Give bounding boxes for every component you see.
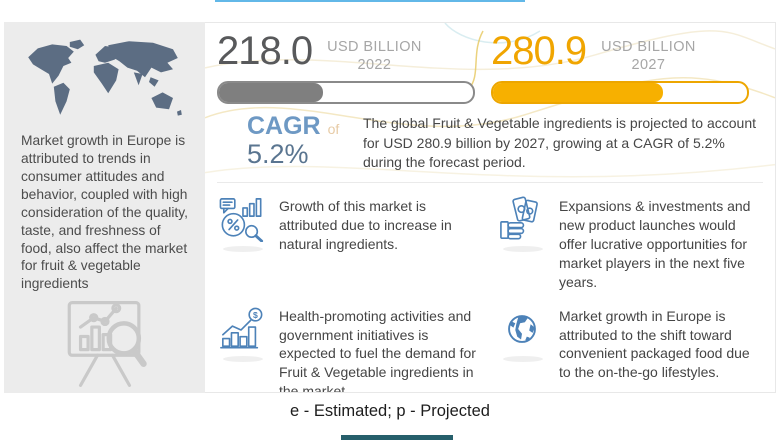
bullet-icon-wrap	[499, 196, 547, 253]
side-panel: Market growth in Europe is attributed to…	[4, 22, 205, 393]
bullet-text: Health-promoting activities and governme…	[279, 307, 476, 393]
icon-shadow	[223, 355, 263, 362]
icon-shadow	[503, 355, 543, 362]
bullet-icon-wrap	[219, 196, 267, 253]
icon-shadow	[223, 246, 263, 253]
content-frame: Market growth in Europe is attributed to…	[4, 22, 776, 393]
bullet-text: Expansions & investments and new product…	[559, 198, 751, 290]
bullets-grid: Growth of this market is attributed due …	[217, 183, 765, 393]
market-analysis-icon	[219, 198, 264, 243]
progress-fill-2027	[493, 83, 664, 103]
stats-row: 218.0 USD BILLION 2022 280.9 USD	[217, 27, 765, 105]
year-label: 2022	[357, 57, 392, 74]
decorative-contour-lines	[205, 23, 775, 178]
bullet-icon-wrap: $	[219, 306, 267, 362]
cagr-row: CAGR of 5.2% The global Fruit & Vegetabl…	[217, 113, 765, 172]
bullet-icon-wrap	[499, 306, 547, 362]
stat-2022: 218.0 USD BILLION 2022	[217, 27, 491, 105]
bullet-text: Growth of this market is attributed due …	[279, 198, 452, 252]
market-summary: The global Fruit & Vegetable ingredients…	[363, 115, 757, 170]
progress-fill-2022	[219, 83, 324, 103]
footer-note: e - Estimated; p - Projected	[290, 402, 490, 420]
market-value-2022: 218.0	[217, 29, 313, 73]
cagr-block: CAGR of 5.2%	[247, 113, 353, 172]
side-panel-text: Market growth in Europe is attributed to…	[21, 133, 188, 292]
unit-label: USD BILLION	[327, 39, 422, 55]
globe-icon	[508, 314, 536, 343]
main-inner: 218.0 USD BILLION 2022 280.9 USD	[205, 23, 775, 393]
cagr-label: CAGR	[247, 112, 321, 141]
world-map-icon	[27, 39, 182, 116]
bullet-europe-growth: Market growth in Europe is attributed to…	[499, 306, 763, 392]
unit-label: USD BILLION	[601, 39, 696, 55]
bullet-health-promoting: $ Health-promoting activities and govern…	[219, 306, 483, 393]
main-panel: 218.0 USD BILLION 2022 280.9 USD	[205, 22, 776, 393]
icon-shadow	[503, 246, 543, 253]
top-accent-line	[215, 0, 525, 2]
bullet-expansions-investments: Expansions & investments and new product…	[499, 196, 763, 291]
cagr-value: 5.2%	[247, 138, 309, 169]
stat-2027: 280.9 USD BILLION 2027	[491, 27, 765, 105]
market-value-2027: 280.9	[491, 29, 587, 73]
progress-bar-2022	[217, 81, 475, 105]
section-divider	[217, 182, 763, 184]
bottom-accent-bar	[341, 435, 453, 440]
hand-money-icon	[500, 196, 538, 240]
cagr-of: of	[327, 121, 340, 138]
presentation-chart-magnifier-icon	[67, 301, 147, 388]
market-unit-2027: USD BILLION 2027	[601, 38, 696, 74]
bullet-text: Market growth in Europe is attributed to…	[559, 307, 750, 381]
bullet-natural-ingredients: Growth of this market is attributed due …	[219, 196, 483, 291]
market-unit-2022: USD BILLION 2022	[327, 38, 422, 74]
growth-chart-dollar-icon: $	[220, 307, 263, 349]
progress-bar-2027	[491, 81, 749, 105]
svg-text:$: $	[253, 310, 258, 320]
year-label: 2027	[631, 57, 666, 74]
